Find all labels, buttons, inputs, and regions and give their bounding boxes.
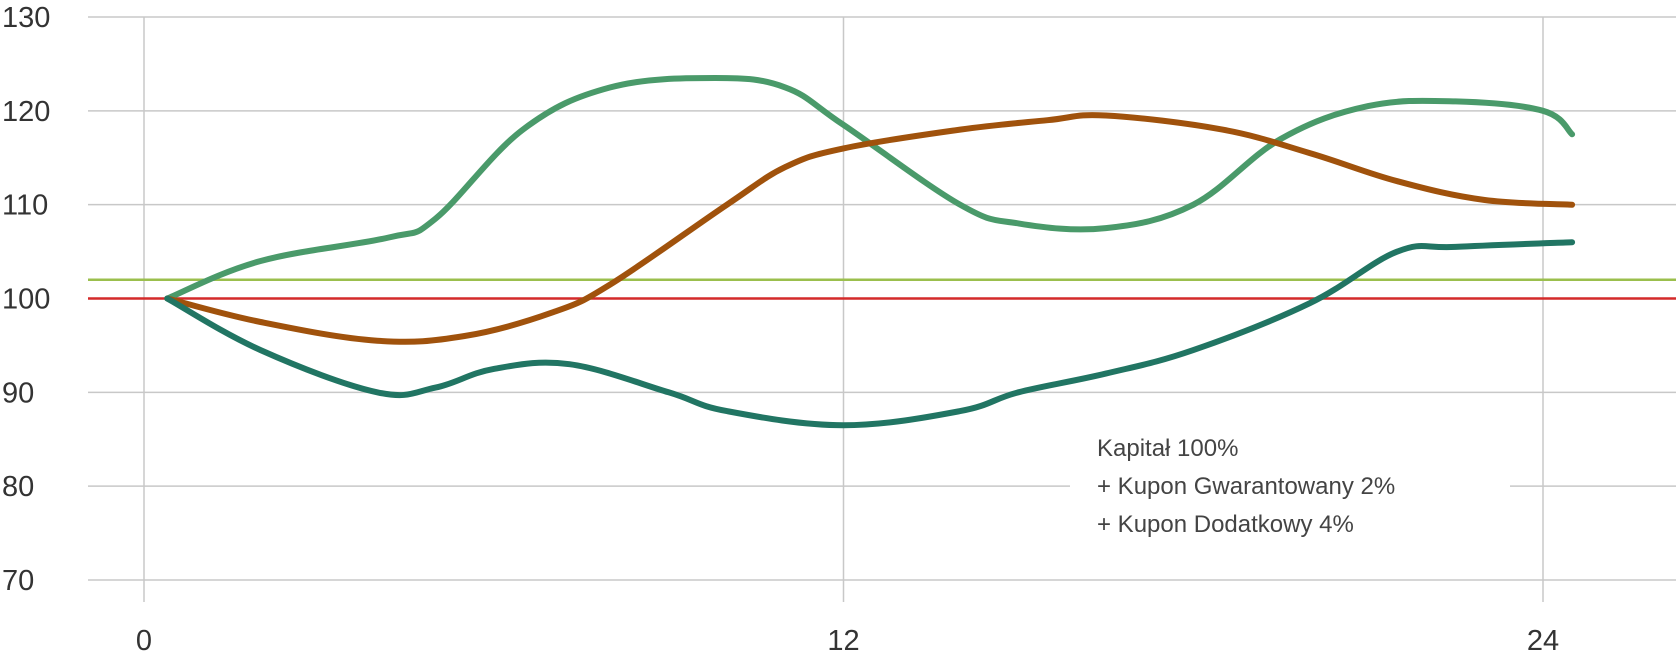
y-tick-label-80: 80 (2, 471, 34, 503)
series-lines (164, 75, 1576, 429)
annotation-line-1: Kapitał 100% (1097, 435, 1238, 462)
series-line-2 (164, 112, 1576, 345)
annotation-box: Kapitał 100% + Kupon Gwarantowany 2% + K… (1070, 422, 1510, 542)
x-tick-label-12: 12 (827, 625, 859, 657)
y-tick-label-90: 90 (2, 377, 34, 409)
y-tick-label-130: 130 (2, 2, 50, 34)
annotation-background (1070, 422, 1510, 542)
y-tick-label-110: 110 (2, 190, 48, 222)
y-tick-label-70: 70 (2, 565, 34, 597)
annotation-line-2: + Kupon Gwarantowany 2% (1097, 473, 1395, 500)
y-tick-label-100: 100 (2, 284, 50, 316)
x-tick-label-0: 0 (136, 625, 152, 657)
series-line-3 (164, 239, 1576, 429)
x-tick-label-24: 24 (1527, 625, 1559, 657)
annotation-line-3: + Kupon Dodatkowy 4% (1097, 511, 1354, 538)
series-line-1 (164, 75, 1576, 302)
y-tick-label-120: 120 (2, 96, 50, 128)
reference-lines (88, 278, 1676, 300)
tick-labels: 70 80 90 100 110 120 130 0 12 24 (2, 2, 1559, 657)
